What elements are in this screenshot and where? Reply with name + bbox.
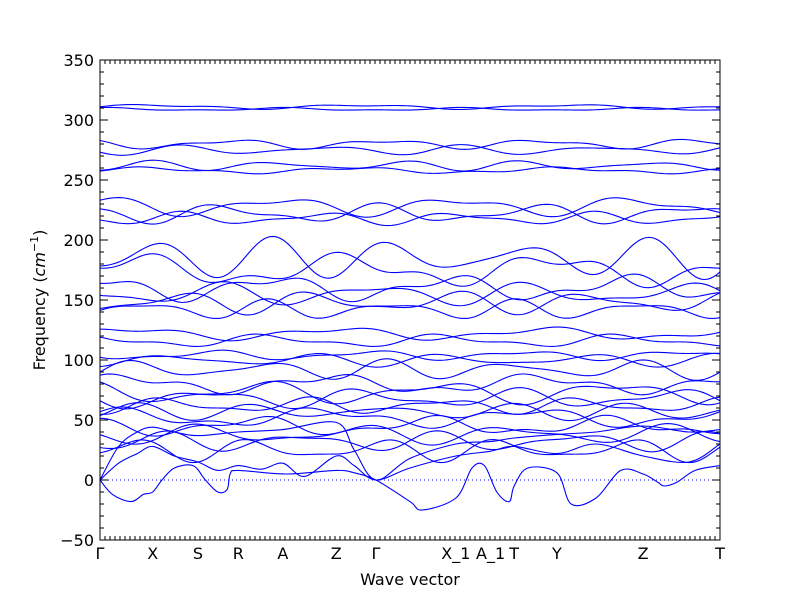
band-line — [100, 352, 720, 368]
band-line — [100, 402, 720, 422]
x-tick-labels: Γ X S R A Z Γ X_1 A_1 T Y Z T — [96, 544, 726, 564]
x-tick-label: T — [714, 544, 725, 563]
y-tick-label: 100 — [63, 351, 94, 370]
band-line — [100, 202, 720, 225]
x-tick-label: Γ — [96, 544, 105, 563]
band-line — [100, 430, 720, 453]
x-tick-label: A — [277, 544, 288, 563]
band-line — [100, 251, 720, 289]
y-tick-labels: −50 0 50 100 150 200 250 300 350 — [60, 51, 94, 550]
x-axis-label: Wave vector — [360, 570, 460, 589]
x-tick-label: Z — [638, 544, 649, 563]
band-line — [100, 358, 720, 381]
y-tick-label: 0 — [84, 471, 94, 490]
band-line — [100, 423, 720, 446]
band-line — [100, 298, 720, 320]
y-tick-label: 300 — [63, 111, 94, 130]
y-tick-label: 150 — [63, 291, 94, 310]
y-tick-label: 350 — [63, 51, 94, 70]
band-line — [100, 396, 720, 415]
band-line — [100, 235, 720, 281]
band-line — [100, 166, 720, 175]
y-tick-label: 200 — [63, 231, 94, 250]
x-tick-label: T — [508, 544, 519, 563]
band-line — [100, 197, 720, 218]
band-line — [100, 333, 720, 347]
band-line — [100, 144, 720, 156]
band-line — [100, 106, 720, 111]
band-line — [100, 290, 720, 316]
band-line — [100, 439, 720, 464]
y-axis-label: Frequency (cm−1) — [28, 230, 49, 371]
plot-frame — [99, 59, 721, 541]
y-axis-label-close: ) — [30, 230, 49, 236]
x-tick-label: X — [147, 544, 158, 563]
x-tick-label: Y — [551, 544, 562, 563]
band-line — [100, 281, 720, 307]
x-tick-label: Z — [331, 544, 342, 563]
band-line — [100, 210, 720, 227]
axis-ticks — [99, 59, 721, 541]
x-tick-label: S — [193, 544, 203, 563]
y-axis-label-unit-exponent: −1 — [28, 236, 41, 252]
x-tick-label: A_1 — [476, 544, 505, 564]
acoustic-band-line — [100, 443, 720, 481]
y-tick-label: 250 — [63, 171, 94, 190]
band-line — [100, 387, 720, 410]
band-line — [100, 349, 720, 362]
x-tick-label: Γ — [371, 544, 380, 563]
band-line — [100, 414, 720, 437]
acoustic-band-line — [100, 421, 720, 481]
y-tick-label: −50 — [60, 531, 94, 550]
x-tick-label: X_1 — [441, 544, 470, 564]
y-tick-label: 50 — [74, 411, 94, 430]
band-line — [100, 103, 720, 111]
y-axis-label-text: Frequency ( — [30, 276, 49, 370]
x-tick-label: R — [233, 544, 244, 563]
acoustic-band-line — [100, 462, 720, 511]
band-lines — [100, 103, 720, 511]
y-axis-label-unit: cm — [30, 252, 49, 276]
